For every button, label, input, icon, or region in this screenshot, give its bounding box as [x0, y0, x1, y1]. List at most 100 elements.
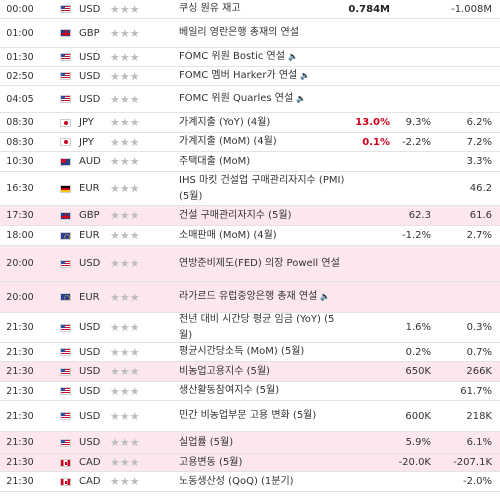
- actual-value: [320, 432, 390, 453]
- event-name-text[interactable]: 소매판매 (MoM) (4월): [179, 229, 277, 241]
- event-name[interactable]: 생산활동참여지수 (5월): [179, 382, 347, 400]
- event-name[interactable]: 노동생산성 (QoQ) (1분기): [179, 472, 347, 491]
- event-name[interactable]: 가계지출 (MoM) (4월): [179, 133, 347, 151]
- calendar-row[interactable]: 18:00 EUR ★★★ 소매판매 (MoM) (4월) -1.2% 2.7%: [0, 226, 500, 246]
- event-name[interactable]: 주택대출 (MoM): [179, 152, 347, 171]
- currency-code: GBP: [79, 27, 100, 39]
- currency-code: USD: [79, 51, 101, 63]
- event-name[interactable]: 소매판매 (MoM) (4월): [179, 226, 347, 245]
- calendar-row[interactable]: 21:30 CAD ★★★ 노동생산성 (QoQ) (1분기) -2.0%: [0, 472, 500, 492]
- event-name-text[interactable]: 생산활동참여지수 (5월): [179, 385, 280, 396]
- event-name-text[interactable]: 가계지출 (YoY) (4월): [179, 116, 271, 128]
- event-name[interactable]: 고용변동 (5월): [179, 454, 347, 471]
- previous-value: 3.3%: [466, 156, 492, 167]
- event-name[interactable]: 비농업고용지수 (5월): [179, 362, 347, 381]
- calendar-row[interactable]: 20:00 EUR ★★★ 라가르드 유럽중앙은행 총재 연설 🔈: [0, 282, 500, 313]
- event-name[interactable]: FOMC 멤버 Harker가 연설 🔈: [179, 67, 347, 85]
- event-name[interactable]: 가계지출 (YoY) (4월): [179, 113, 347, 132]
- forecast-value: [390, 86, 431, 112]
- calendar-row[interactable]: 21:30 USD ★★★ 비농업고용지수 (5월) 650K 266K: [0, 362, 500, 382]
- jp-flag-icon: [60, 138, 71, 146]
- calendar-row[interactable]: 21:30 CAD ★★★ 고용변동 (5월) -20.0K -207.1K: [0, 454, 500, 472]
- calendar-row[interactable]: 21:30 USD ★★★ 실업률 (5월) 5.9% 6.1%: [0, 432, 500, 454]
- ca-flag-icon: [60, 458, 71, 467]
- currency-code: USD: [79, 93, 101, 105]
- event-name-text[interactable]: 고용변동 (5월): [179, 456, 243, 468]
- previous-value: 218K: [466, 410, 492, 422]
- calendar-row[interactable]: 21:30 USD ★★★ 평균시간당소득 (MoM) (5월) 0.2% 0.7%: [0, 343, 500, 362]
- event-name-text[interactable]: 라가르드 유럽중앙은행 총재 연설: [179, 291, 318, 302]
- event-time: 21:30: [6, 322, 34, 333]
- event-name-text[interactable]: FOMC 위원 Bostic 연설: [179, 51, 285, 62]
- event-name-text[interactable]: 가계지출 (MoM) (4월): [179, 136, 277, 147]
- importance-stars: ★★★: [110, 365, 140, 378]
- gb-flag-icon: [60, 29, 71, 37]
- event-name-text[interactable]: 주택대출 (MoM): [179, 155, 251, 167]
- currency-code: USD: [79, 322, 101, 333]
- calendar-row[interactable]: 00:00 USD ★★★ 쿠싱 원유 재고 0.784M -1.008M: [0, 0, 500, 19]
- calendar-row[interactable]: 08:30 JPY ★★★ 가계지출 (YoY) (4월) 13.0% 9.3% 6.2%: [0, 113, 500, 133]
- event-name-text[interactable]: 전년 대비 시간당 평균 임금 (YoY) (5월): [179, 313, 335, 341]
- event-name[interactable]: FOMC 위원 Bostic 연설 🔈: [179, 48, 347, 66]
- us-flag-icon: [60, 412, 71, 420]
- event-name-text[interactable]: 비농업고용지수 (5월): [179, 365, 270, 377]
- event-name[interactable]: 전년 대비 시간당 평균 임금 (YoY) (5월): [179, 313, 347, 342]
- calendar-row[interactable]: 08:30 JPY ★★★ 가계지출 (MoM) (4월) 0.1% -2.2% 7.2%: [0, 133, 500, 152]
- event-name[interactable]: 민간 비농업부문 고용 변화 (5월): [179, 401, 347, 431]
- ca-flag-icon: [60, 477, 71, 486]
- currency-code: USD: [79, 437, 101, 448]
- event-name-text[interactable]: 평균시간당소득 (MoM) (5월): [179, 346, 305, 357]
- calendar-row[interactable]: 21:30 USD ★★★ 민간 비농업부문 고용 변화 (5월) 600K 218K: [0, 401, 500, 432]
- currency-code: USD: [79, 258, 101, 269]
- event-name[interactable]: 라가르드 유럽중앙은행 총재 연설 🔈: [179, 282, 347, 312]
- calendar-row[interactable]: 04:05 USD ★★★ FOMC 위원 Quarles 연설 🔈: [0, 86, 500, 113]
- forecast-value: [390, 152, 431, 171]
- event-time: 10:30: [6, 156, 34, 167]
- event-name[interactable]: IHS 마킷 건설업 구매관리자지수 (PMI) (5월): [179, 172, 347, 205]
- event-name-text[interactable]: 실업률 (5월): [179, 436, 234, 448]
- event-name-text[interactable]: 연방준비제도(FED) 의장 Powell 연설: [179, 257, 340, 269]
- event-time: 21:30: [6, 457, 34, 468]
- calendar-row[interactable]: 16:30 EUR ★★★ IHS 마킷 건설업 구매관리자지수 (PMI) (5월)…: [0, 172, 500, 206]
- importance-stars: ★★★: [110, 384, 140, 398]
- us-flag-icon: [60, 367, 71, 376]
- event-time: 04:05: [6, 93, 34, 105]
- event-name-text[interactable]: 베일리 영란은행 총재의 연설: [179, 27, 299, 38]
- event-name[interactable]: 베일리 영란은행 총재의 연설: [179, 19, 347, 47]
- calendar-row[interactable]: 10:30 AUD ★★★ 주택대출 (MoM) 3.3%: [0, 152, 500, 172]
- event-name[interactable]: 쿠싱 원유 재고: [179, 0, 347, 18]
- actual-value: [320, 206, 390, 225]
- event-time: 01:00: [6, 27, 34, 39]
- event-name-text[interactable]: IHS 마킷 건설업 구매관리자지수 (PMI) (5월): [179, 174, 345, 202]
- event-name-text[interactable]: FOMC 멤버 Harker가 연설: [179, 70, 298, 81]
- calendar-row[interactable]: 21:30 USD ★★★ 전년 대비 시간당 평균 임금 (YoY) (5월) 1.6…: [0, 313, 500, 343]
- event-name[interactable]: 건설 구매관리자지수 (5월): [179, 206, 347, 225]
- calendar-row[interactable]: 02:50 USD ★★★ FOMC 멤버 Harker가 연설 🔈: [0, 67, 500, 86]
- event-name-text[interactable]: 쿠싱 원유 재고: [179, 3, 241, 14]
- event-time: 20:00: [6, 291, 34, 303]
- event-name-text[interactable]: FOMC 위원 Quarles 연설: [179, 93, 294, 104]
- actual-value: [320, 382, 390, 400]
- actual-value: [320, 152, 390, 171]
- event-name[interactable]: 실업률 (5월): [179, 432, 347, 453]
- event-time: 17:30: [6, 210, 34, 221]
- calendar-row[interactable]: 01:30 USD ★★★ FOMC 위원 Bostic 연설 🔈: [0, 48, 500, 67]
- event-name[interactable]: 연방준비제도(FED) 의장 Powell 연설: [179, 246, 347, 281]
- importance-stars: ★★★: [110, 209, 140, 222]
- calendar-row[interactable]: 01:00 GBP ★★★ 베일리 영란은행 총재의 연설: [0, 19, 500, 48]
- event-name[interactable]: 평균시간당소득 (MoM) (5월): [179, 343, 347, 361]
- actual-value: [320, 246, 390, 281]
- forecast-value: 600K: [405, 410, 431, 422]
- forecast-value: [390, 472, 431, 491]
- event-name-text[interactable]: 민간 비농업부문 고용 변화 (5월): [179, 410, 317, 421]
- calendar-row[interactable]: 17:30 GBP ★★★ 건설 구매관리자지수 (5월) 62.3 61.6: [0, 206, 500, 226]
- event-name-text[interactable]: 노동생산성 (QoQ) (1분기): [179, 475, 294, 487]
- importance-stars: ★★★: [110, 257, 140, 270]
- event-name[interactable]: FOMC 위원 Quarles 연설 🔈: [179, 86, 347, 112]
- calendar-row[interactable]: 20:00 USD ★★★ 연방준비제도(FED) 의장 Powell 연설: [0, 246, 500, 282]
- actual-value: [320, 48, 390, 66]
- event-name-text[interactable]: 건설 구매관리자지수 (5월): [179, 209, 292, 221]
- calendar-row[interactable]: 21:30 USD ★★★ 생산활동참여지수 (5월) 61.7%: [0, 382, 500, 401]
- actual-value: 0.784M: [348, 3, 390, 15]
